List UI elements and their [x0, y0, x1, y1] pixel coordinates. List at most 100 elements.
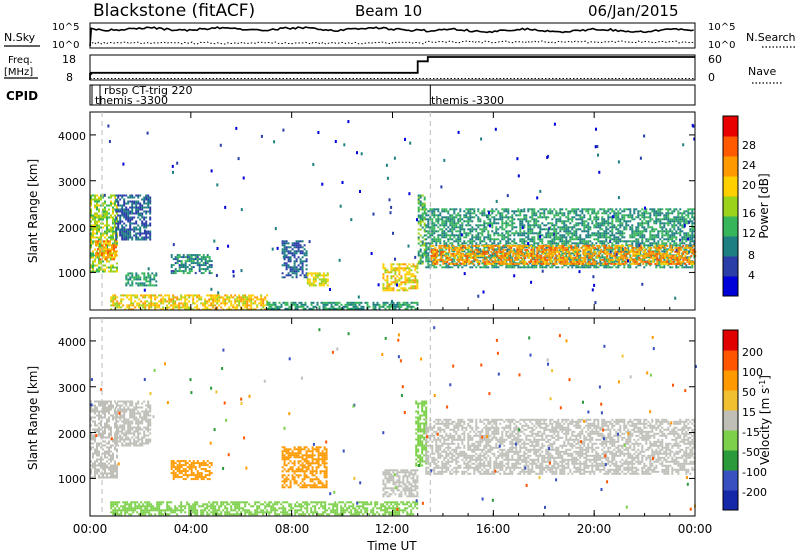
- echo-cell: [633, 210, 636, 213]
- echo-cell: [581, 266, 584, 269]
- echo-cell: [651, 208, 654, 211]
- echo-cell: [613, 260, 616, 263]
- echo-cell: [299, 252, 302, 255]
- echo-cell: [346, 305, 349, 308]
- echo-cell: [438, 244, 441, 247]
- echo-cell: [537, 236, 540, 239]
- echo-cell: [655, 236, 658, 239]
- echo-cell: [675, 266, 678, 269]
- echo-cell: [468, 258, 471, 261]
- echo-cell: [587, 224, 590, 227]
- echo-cell: [479, 232, 482, 235]
- echo-cell: [123, 238, 126, 241]
- echo-cell: [198, 268, 201, 271]
- echo-cell: [388, 287, 391, 290]
- echo-cell: [132, 308, 135, 311]
- echo-cell: [673, 220, 676, 223]
- echo-cell: [324, 274, 327, 277]
- echo-cell: [505, 208, 508, 211]
- echo-cell: [486, 252, 489, 255]
- echo-cell: [310, 284, 313, 287]
- echo-cell: [429, 236, 432, 239]
- echo-cell: [565, 230, 568, 233]
- echo-cell: [583, 240, 586, 243]
- echo-cell: [294, 301, 297, 304]
- echo-cell: [573, 234, 576, 237]
- echo-cell: [318, 284, 321, 287]
- echo-cell: [176, 304, 179, 307]
- echo-cell: [137, 216, 140, 219]
- echo-cell: [198, 298, 201, 301]
- echo-cell: [528, 246, 531, 249]
- echo-cell: [147, 232, 150, 235]
- echo-cell: [533, 218, 536, 221]
- echo-cell: [220, 306, 223, 309]
- echo-cell: [322, 303, 325, 306]
- echo-cell: [679, 222, 682, 225]
- echo-cell: [232, 296, 235, 299]
- echo-cell: [476, 258, 479, 261]
- echo-cell: [546, 262, 549, 265]
- echo-cell: [350, 303, 353, 306]
- echo-cell: [380, 305, 383, 308]
- echo-cell: [532, 246, 535, 249]
- echo-cell: [467, 228, 470, 231]
- echo-cell: [108, 224, 110, 227]
- echo-cell: [597, 216, 600, 219]
- echo-cell: [100, 238, 102, 241]
- echo-cell: [477, 216, 480, 219]
- echo-cell: [501, 236, 504, 239]
- echo-cell: [92, 250, 94, 253]
- echo-cell: [133, 278, 136, 281]
- echo-cell: [125, 232, 128, 235]
- echo-cell: [607, 222, 610, 225]
- echo-cell: [615, 266, 618, 269]
- echo-cell: [425, 214, 428, 217]
- echo-cell: [511, 256, 514, 259]
- echo-cell: [603, 234, 606, 237]
- echo-cell: [96, 270, 98, 273]
- echo-cell: [314, 284, 317, 287]
- echo-cell: [121, 204, 124, 207]
- echo-cell: [135, 210, 138, 213]
- echo-cell: [121, 212, 124, 215]
- echo-cell: [510, 258, 513, 261]
- echo-cell: [611, 230, 614, 233]
- echo-cell: [246, 308, 249, 311]
- echo-cell: [285, 256, 288, 259]
- echo-cell: [432, 260, 435, 263]
- echo-cell: [121, 210, 124, 213]
- echo-cell: [577, 236, 580, 239]
- echo-cell: [125, 228, 128, 231]
- echo-cell: [308, 278, 311, 281]
- echo-cell: [324, 301, 327, 304]
- echo-cell: [230, 302, 233, 305]
- echo-cell: [655, 234, 658, 237]
- echo-cell: [517, 264, 520, 267]
- echo-cell: [683, 226, 686, 229]
- echo-cell: [224, 300, 227, 303]
- echo-cell: [487, 256, 490, 259]
- echo-cell: [615, 208, 618, 211]
- echo-cell: [601, 218, 604, 221]
- echo-cell: [125, 194, 128, 197]
- echo-cell: [629, 208, 632, 211]
- echo-cell: [98, 226, 100, 229]
- echo-cell: [679, 220, 682, 223]
- echo-cell: [583, 220, 586, 223]
- echo-cell: [627, 240, 630, 243]
- echo-cell: [425, 234, 428, 237]
- echo-cell: [100, 198, 102, 201]
- echo-cell: [90, 234, 92, 237]
- echo-cell: [400, 277, 403, 280]
- echo-cell: [647, 222, 650, 225]
- echo-cell: [584, 252, 587, 255]
- echo-cell: [194, 294, 197, 297]
- echo-cell: [256, 304, 259, 307]
- echo-cell: [153, 284, 156, 287]
- echo-cell: [507, 216, 510, 219]
- echo-cell: [689, 244, 692, 247]
- echo-cell: [471, 220, 474, 223]
- echo-cell: [575, 218, 578, 221]
- echo-cell: [417, 210, 420, 213]
